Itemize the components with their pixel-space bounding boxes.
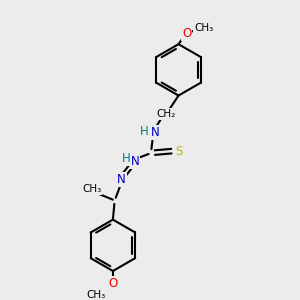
Text: H: H — [140, 125, 149, 138]
Text: O: O — [108, 277, 118, 290]
Text: CH₃: CH₃ — [194, 23, 213, 33]
Text: N: N — [130, 155, 139, 168]
Text: N: N — [151, 126, 159, 139]
Text: S: S — [175, 145, 182, 158]
Text: H: H — [122, 152, 130, 165]
Text: CH₂: CH₂ — [156, 109, 175, 119]
Text: O: O — [182, 27, 191, 40]
Text: N: N — [117, 173, 126, 186]
Text: CH₃: CH₃ — [82, 184, 101, 194]
Text: CH₃: CH₃ — [86, 290, 105, 300]
